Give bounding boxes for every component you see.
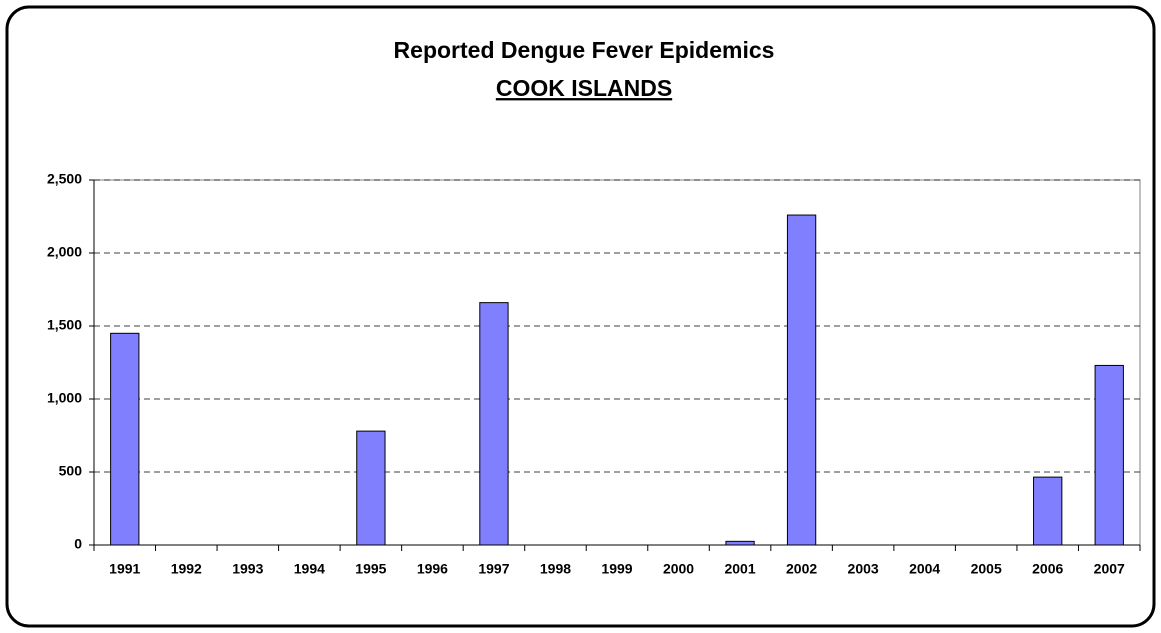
x-tick-label: 2006 [1032,561,1063,577]
chart-subtitle: COOK ISLANDS [496,75,672,101]
x-tick-label: 1994 [294,561,325,577]
y-tick-label: 0 [74,536,82,552]
x-tick-label: 1997 [478,561,509,577]
y-tick-label: 1,500 [47,317,82,333]
x-tick-label: 2005 [971,561,1002,577]
bar [479,302,509,546]
chart-frame [5,5,1156,628]
x-tick-label: 1998 [540,561,571,577]
x-tick-label: 1991 [109,561,140,577]
x-tick-label: 1992 [171,561,202,577]
x-tick-label: 1996 [417,561,448,577]
x-tick-label: 2001 [724,561,755,577]
x-tick-label: 2007 [1094,561,1125,577]
x-tick-label: 1999 [601,561,632,577]
y-tick-label: 1,000 [47,390,82,406]
bar [110,332,140,546]
x-tick-label: 1993 [232,561,263,577]
x-tick-label: 2003 [848,561,879,577]
bar [356,430,386,546]
y-tick-label: 2,000 [47,244,82,260]
bar [1033,476,1063,546]
y-tick-label: 500 [59,463,83,479]
x-tick-label: 2004 [909,561,940,577]
chart-title: Reported Dengue Fever Epidemics [394,37,775,63]
bar [1094,364,1124,546]
x-tick-label: 1995 [355,561,386,577]
x-tick-label: 2000 [663,561,694,577]
y-tick-label: 2,500 [47,171,82,187]
bar [786,214,817,546]
bar [725,540,755,546]
x-tick-label: 2002 [786,561,817,577]
